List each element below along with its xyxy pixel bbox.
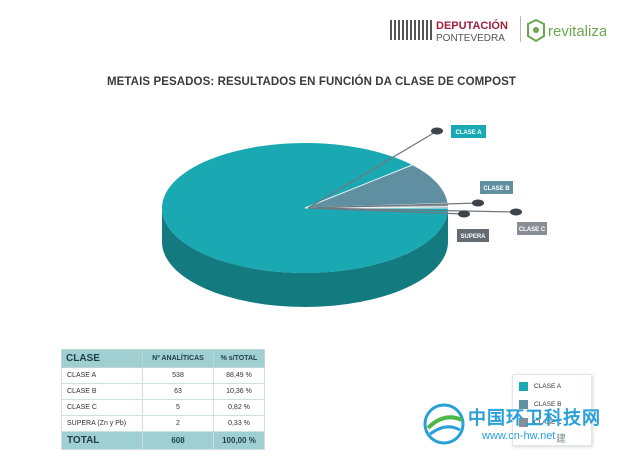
chart-legend: CLASE A CLASE B CLASE C [512, 374, 592, 446]
header-org-name: DEPUTACIÓN [436, 19, 508, 32]
legend-item-clase-a: CLASE A [519, 379, 585, 393]
table-row: SUPERA (Zn y Pb) 2 0,33 % [61, 415, 265, 432]
table-cell: 10,36 % [213, 383, 265, 400]
table-cell: 538 [142, 367, 214, 384]
callout-box-clase-a [451, 125, 486, 138]
table-header-clase: CLASE [61, 349, 143, 368]
globe-icon [423, 403, 465, 445]
header-brand: revitaliza [548, 23, 606, 40]
deputacion-grid-icon [390, 20, 432, 40]
callout-leader-line [307, 207, 465, 215]
pie-slice-clase-b [305, 164, 448, 208]
callout-leader-line [307, 130, 438, 209]
callout-label: SUPERA [460, 234, 486, 240]
header-divider [520, 16, 521, 42]
legend-swatch-icon [519, 417, 528, 427]
chart-title: METAIS PESADOS: RESULTADOS EN FUNCIÓN DA… [106, 76, 517, 88]
table-row: CLASE B 63 10,36 % [61, 383, 265, 400]
callout-dot [431, 127, 443, 135]
legend-label: CLASE C [534, 418, 562, 426]
callout-box-clase-b [480, 181, 513, 194]
watermark-url: www.cn-hw.net [482, 430, 556, 442]
watermark-extra: 建 [556, 434, 566, 445]
table-cell: SUPERA (Zn y Pb) [61, 415, 143, 432]
callout-box-clase-c [517, 222, 547, 235]
table-total-percent: 100,00 % [213, 431, 265, 450]
table-row: CLASE C 5 0,82 % [61, 399, 265, 416]
pie-slice-divider [304, 164, 413, 209]
legend-item-clase-c: CLASE C [519, 415, 585, 429]
table-cell: CLASE B [61, 383, 143, 400]
legend-item-clase-b: CLASE B [519, 397, 585, 411]
table-cell: CLASE C [61, 399, 143, 416]
table-cell: 5 [142, 399, 214, 416]
watermark: 中国环卫科技网 www.cn-hw.net 建 [420, 398, 615, 458]
revitaliza-leaf-icon [527, 18, 545, 43]
results-table: CLASE Nº ANALÍTICAS % s/TOTAL CLASE A 53… [61, 349, 265, 450]
callout-dot [472, 199, 484, 207]
table-cell: 2 [142, 415, 214, 432]
table-total-count: 608 [142, 431, 214, 450]
callout-label: CLASE A [455, 130, 482, 136]
legend-label: CLASE B [534, 400, 562, 408]
callout-leader-line [307, 207, 517, 213]
callout-label: CLASE C [519, 227, 546, 233]
table-cell: CLASE A [61, 367, 143, 384]
table-cell: 63 [142, 383, 214, 400]
table-cell: 88,49 % [213, 367, 265, 384]
table-header-row: CLASE Nº ANALÍTICAS % s/TOTAL [61, 349, 265, 368]
table-header-percent: % s/TOTAL [213, 349, 265, 368]
pie-side-clase-a [162, 208, 448, 307]
watermark-text: 中国环卫科技网 [468, 408, 601, 429]
header-org-sub: PONTEVEDRA [436, 33, 505, 44]
callout-dot [458, 210, 470, 218]
callout-leader-line [307, 202, 479, 209]
table-header-analiticas: Nº ANALÍTICAS [142, 349, 214, 368]
legend-label: CLASE A [534, 382, 562, 390]
legend-swatch-icon [519, 381, 528, 391]
callout-dot [510, 208, 522, 216]
callout-label: CLASE B [483, 186, 510, 192]
legend-swatch-icon [519, 399, 528, 409]
callout-box-supera [457, 229, 489, 242]
table-row: CLASE A 538 88,49 % [61, 367, 265, 384]
table-total-label: TOTAL [61, 431, 143, 450]
header-logos: DEPUTACIÓN PONTEVEDRA revitaliza [390, 16, 606, 44]
table-cell: 0,82 % [213, 399, 265, 416]
table-cell: 0,33 % [213, 415, 265, 432]
table-total-row: TOTAL 608 100,00 % [61, 431, 265, 450]
